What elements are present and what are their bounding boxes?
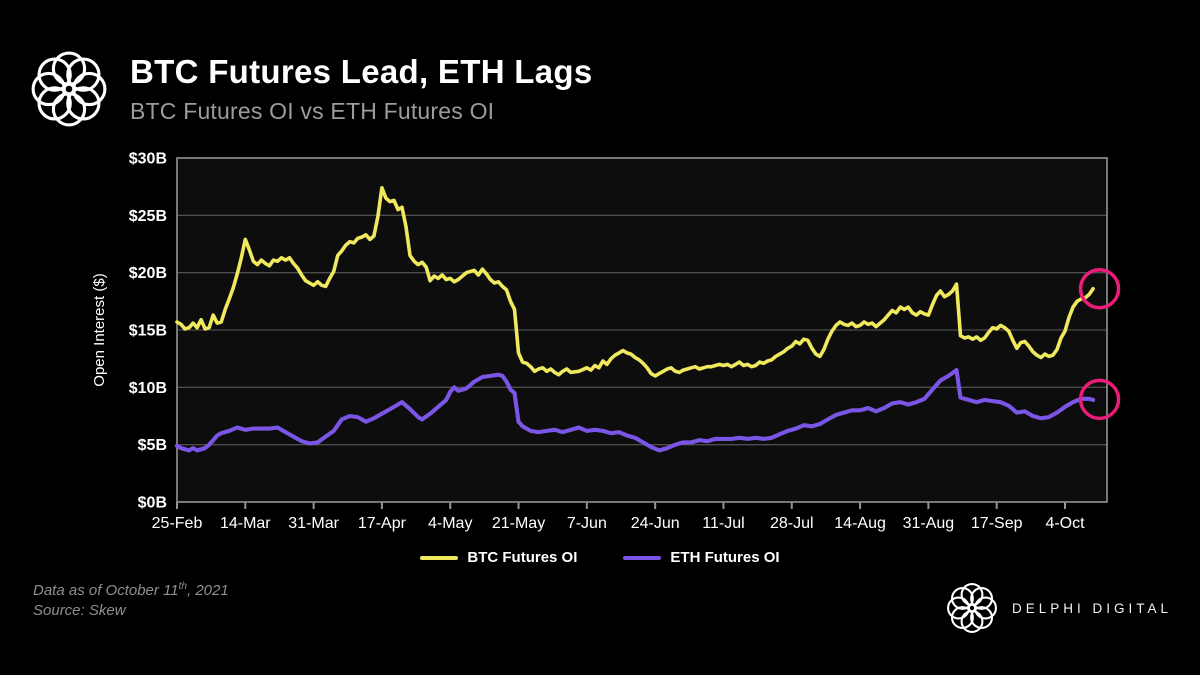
highlight-circle (1078, 267, 1121, 310)
x-tick-label: 4-Oct (1045, 515, 1085, 532)
y-tick-label: $5B (138, 437, 167, 454)
y-axis-title: Open Interest ($) (91, 273, 108, 386)
eth-oi-line (174, 368, 1096, 453)
legend-label-eth: ETH Futures OI (670, 549, 780, 566)
x-tick-label: 11-Jul (702, 515, 744, 532)
title-block: BTC Futures Lead, ETH Lags BTC Futures O… (130, 53, 593, 125)
x-tick-label: 28-Jul (770, 515, 814, 532)
brand-block: DELPHI DIGITAL (946, 582, 1172, 634)
page-title: BTC Futures Lead, ETH Lags (130, 53, 593, 90)
y-tick-label: $10B (129, 380, 167, 397)
legend-item-eth: ETH Futures OI (623, 549, 780, 566)
legend-label-btc: BTC Futures OI (467, 549, 578, 566)
brand-wordmark: DELPHI DIGITAL (1011, 600, 1172, 616)
data-as-of-year: , 2021 (186, 582, 229, 599)
y-tick-label: $0B (138, 495, 167, 512)
x-tick-label: 4-May (428, 515, 472, 532)
btc-line-swatch (420, 555, 459, 560)
btc-oi-line (175, 186, 1095, 378)
x-tick-label: 14-Aug (834, 515, 886, 532)
x-tick-label: 31-Mar (288, 515, 339, 532)
plot-border (176, 157, 1108, 503)
source-note: Source: Skew (33, 601, 126, 619)
data-as-of-text: Data as of October 11 (33, 582, 179, 599)
header: BTC Futures Lead, ETH Lags BTC Futures O… (30, 50, 593, 128)
x-tick-label: 24-Jun (631, 515, 680, 532)
y-tick-label: $15B (129, 323, 167, 340)
x-tick-label: 14-Mar (220, 515, 271, 532)
x-tick-label: 7-Jun (567, 515, 607, 532)
y-tick-label: $30B (129, 151, 167, 168)
y-tick-label: $20B (129, 265, 167, 282)
x-tick-label: 17-Apr (358, 515, 407, 532)
x-tick-label: 21-May (492, 515, 545, 532)
x-tick-label: 17-Sep (971, 515, 1023, 532)
y-tick-label: $25B (129, 208, 167, 225)
eth-line-swatch (623, 555, 662, 560)
delphi-logo-small-icon (946, 582, 998, 634)
ordinal-suffix: th (178, 581, 187, 592)
legend-item-btc: BTC Futures OI (420, 549, 577, 566)
chart-legend: BTC Futures OI ETH Futures OI (0, 549, 1200, 566)
data-as-of-note: Data as of October 11th, 2021 (33, 580, 229, 601)
page-subtitle: BTC Futures OI vs ETH Futures OI (130, 98, 495, 124)
x-tick-label: 25-Feb (152, 515, 203, 532)
highlight-circle (1078, 378, 1121, 421)
footnote: Data as of October 11th, 2021 Source: Sk… (33, 580, 229, 620)
x-tick-label: 31-Aug (903, 515, 955, 532)
